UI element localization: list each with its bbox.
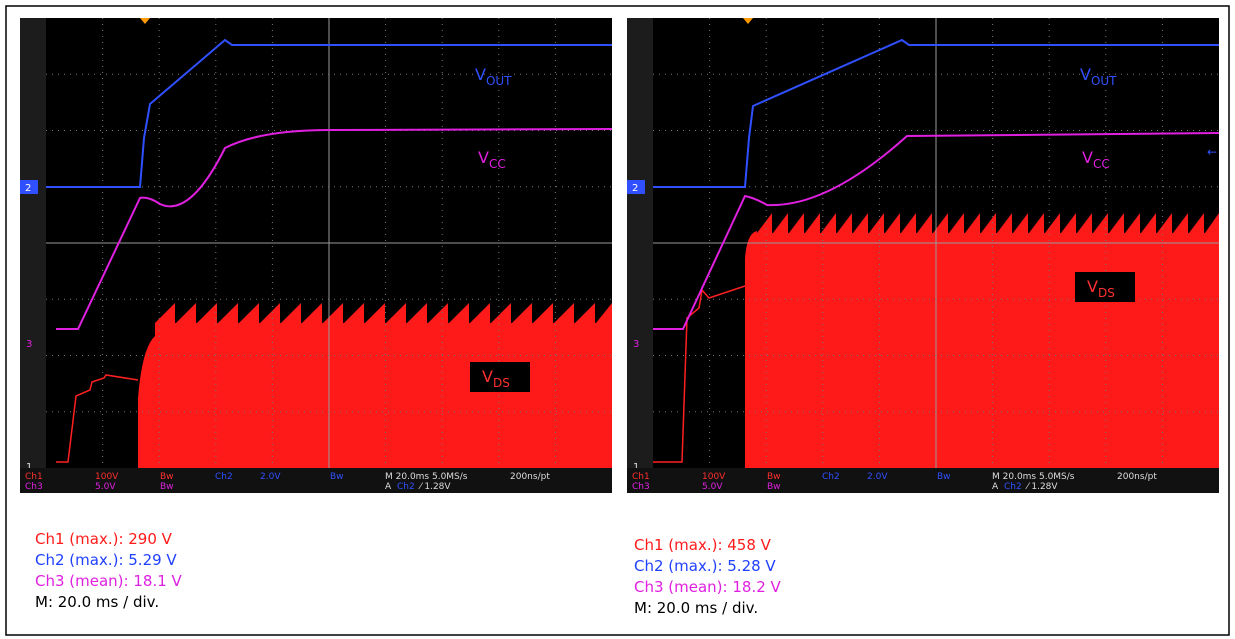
ch2-marker: 2	[25, 183, 31, 194]
status-text: ⁄ 1.28V	[418, 482, 451, 492]
status-text: 200ns/pt	[510, 472, 550, 482]
status-text: M 20.0ms 5.0MS/s	[385, 472, 468, 482]
status-text: 100V	[95, 472, 119, 482]
vcc-label-sub: CC	[1093, 157, 1110, 171]
status-text: Ch1	[25, 472, 43, 482]
status-text: Ch2	[822, 472, 840, 482]
vout-label-main: V	[1080, 65, 1091, 84]
vout-label-sub: OUT	[1091, 74, 1117, 88]
status-text: Ch1	[632, 472, 650, 482]
measurement: M: 20.0 ms / div.	[634, 599, 758, 617]
measurement: Ch2 (max.): 5.28 V	[634, 557, 776, 575]
status-text: Bw	[767, 472, 781, 482]
measurement: Ch2 (max.): 5.29 V	[35, 551, 177, 569]
status-text: A	[992, 482, 999, 492]
status-text: Ch2	[397, 482, 415, 492]
status-text: Ch3	[25, 482, 43, 492]
status-text: Bw	[160, 472, 174, 482]
vds-label-main: V	[1087, 277, 1098, 296]
vds-label-main: V	[482, 367, 493, 386]
measurement: Ch1 (max.): 290 V	[35, 530, 173, 548]
status-text: Bw	[160, 482, 174, 492]
ch3-marker: 3	[633, 339, 639, 350]
status-text: 2.0V	[867, 472, 888, 482]
status-text: Ch2	[215, 472, 233, 482]
status-text: 5.0V	[702, 482, 723, 492]
status-text: 100V	[702, 472, 726, 482]
measurement: M: 20.0 ms / div.	[35, 593, 159, 611]
ch2-marker: 2	[632, 183, 638, 194]
status-text: Bw	[767, 482, 781, 492]
vcc-label-main: V	[478, 148, 489, 167]
marker-strip	[20, 18, 46, 468]
status-text: Bw	[937, 472, 951, 482]
vds-label-sub: DS	[493, 376, 510, 390]
status-text: Ch2	[1004, 482, 1022, 492]
vds-label-sub: DS	[1098, 286, 1115, 300]
status-text: 5.0V	[95, 482, 116, 492]
measurement: Ch1 (max.): 458 V	[634, 536, 772, 554]
vout-label-sub: OUT	[486, 74, 512, 88]
ch3-marker: 3	[26, 339, 32, 350]
vds-fill	[745, 213, 1219, 468]
measurement: Ch3 (mean): 18.2 V	[634, 578, 782, 596]
status-text: Ch3	[632, 482, 650, 492]
status-text: A	[385, 482, 392, 492]
vds-fill	[138, 303, 612, 468]
vout-label-main: V	[475, 65, 486, 84]
status-text: Bw	[330, 472, 344, 482]
status-text: 2.0V	[260, 472, 281, 482]
status-text: M 20.0ms 5.0MS/s	[992, 472, 1075, 482]
status-text: ⁄ 1.28V	[1025, 482, 1058, 492]
marker-strip	[627, 18, 653, 468]
figure-canvas: 231VOUTVCCVDSCh1100VBwCh22.0VBwM 20.0ms …	[0, 0, 1235, 639]
vcc-label-sub: CC	[489, 157, 506, 171]
level-arrow: ←	[1207, 145, 1217, 159]
vcc-label-main: V	[1082, 148, 1093, 167]
figure: 231VOUTVCCVDSCh1100VBwCh22.0VBwM 20.0ms …	[0, 0, 1235, 639]
measurement: Ch3 (mean): 18.1 V	[35, 572, 183, 590]
status-text: 200ns/pt	[1117, 472, 1157, 482]
